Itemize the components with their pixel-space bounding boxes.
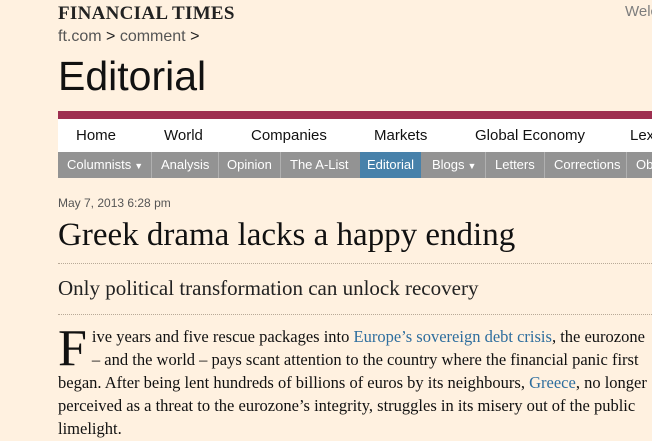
link-greece[interactable]: Greece — [529, 373, 576, 392]
body-text: , no longer perceived as a threat to the… — [58, 373, 647, 438]
breadcrumb-comment-link[interactable]: comment — [119, 28, 186, 45]
drop-cap: F — [58, 320, 87, 377]
ft-logo[interactable]: FINANCIAL TIMES — [58, 3, 235, 24]
breadcrumb-separator: > — [190, 28, 200, 45]
subnav-label: Corrections — [554, 157, 621, 172]
welcome-text: Welc — [625, 3, 652, 20]
subnav-divider — [218, 152, 219, 178]
subnav-item-letters[interactable]: Letters — [495, 152, 535, 178]
subnav-item-a-list[interactable]: The A-List — [290, 152, 349, 178]
subnav-item-opinion[interactable]: Opinion — [227, 152, 272, 178]
breadcrumb-separator: > — [106, 28, 116, 45]
subnav-label: Columnists — [67, 157, 132, 172]
breadcrumb-home-link[interactable]: ft.com — [58, 28, 102, 45]
nav-item-world[interactable]: World — [164, 127, 203, 144]
article-dateline: May 7, 2013 6:28 pm — [58, 196, 171, 210]
subnav-divider — [485, 152, 486, 178]
body-text: ive years and five rescue packages into — [91, 327, 354, 346]
primary-nav: Home World Companies Markets Global Econ… — [58, 119, 652, 152]
subnav-item-blogs[interactable]: Blogs ▼ — [432, 152, 476, 178]
article-headline: Greek drama lacks a happy ending — [58, 217, 516, 253]
subnav-label: Editorial — [367, 157, 414, 172]
chevron-down-icon: ▼ — [467, 161, 477, 171]
subnav-label: Analysis — [161, 157, 210, 172]
article-standfirst: Only political transformation can unlock… — [58, 276, 479, 300]
section-title: Editorial — [58, 53, 207, 99]
nav-item-global-economy[interactable]: Global Economy — [475, 127, 586, 144]
subnav-label: Blogs — [432, 157, 465, 172]
subnav-label: Ob — [636, 157, 652, 172]
secondary-nav: Columnists ▼ Analysis Opinion The A-List … — [58, 152, 652, 178]
subnav-divider — [544, 152, 545, 178]
subnav-item-ob[interactable]: Ob — [636, 152, 652, 178]
subnav-label: The A-List — [290, 157, 349, 172]
link-sovereign-debt-crisis[interactable]: Europe’s sovereign debt crisis — [353, 327, 552, 346]
divider — [58, 314, 652, 315]
subnav-item-corrections[interactable]: Corrections — [554, 152, 620, 178]
subnav-divider — [626, 152, 627, 178]
breadcrumb: ft.com > comment > — [58, 28, 199, 46]
nav-item-markets[interactable]: Markets — [374, 127, 428, 144]
divider — [58, 263, 652, 264]
body-text: , the eurozone – and the world – pays sc… — [58, 327, 645, 392]
nav-item-companies[interactable]: Companies — [251, 127, 327, 144]
subnav-divider — [151, 152, 152, 178]
subnav-item-editorial[interactable]: Editorial — [360, 152, 421, 178]
subnav-label: Letters — [495, 157, 535, 172]
brand-bar — [58, 111, 652, 119]
chevron-down-icon: ▼ — [134, 161, 144, 171]
subnav-label: Opinion — [227, 157, 272, 172]
subnav-item-columnists[interactable]: Columnists ▼ — [67, 152, 143, 178]
nav-item-home[interactable]: Home — [76, 127, 117, 144]
subnav-divider — [280, 152, 281, 178]
nav-item-lex[interactable]: Lex — [630, 127, 652, 144]
subnav-item-analysis[interactable]: Analysis — [161, 152, 209, 178]
